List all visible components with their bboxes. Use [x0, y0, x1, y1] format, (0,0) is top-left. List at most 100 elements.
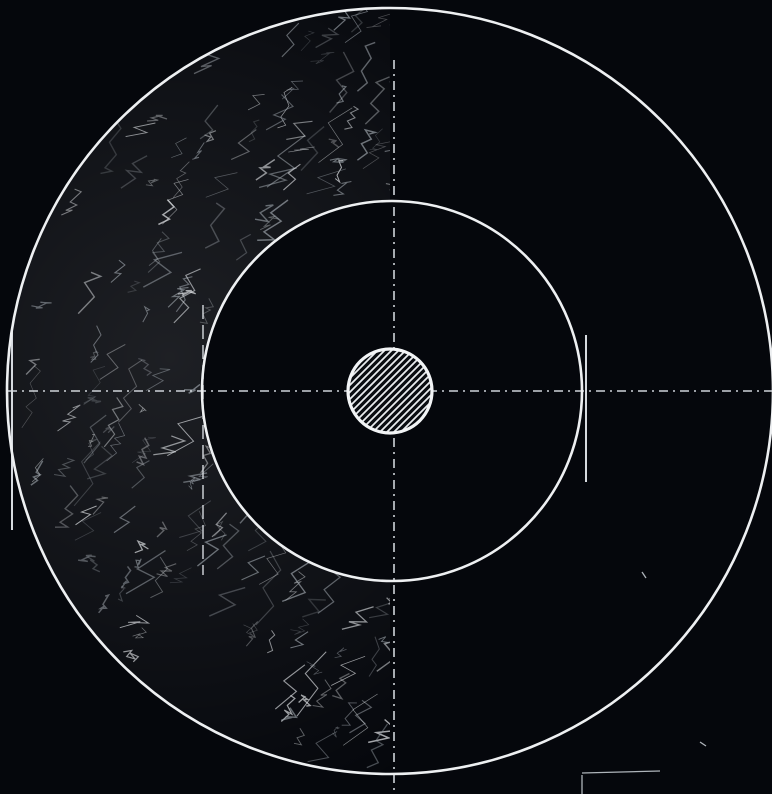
scribble-stroke [254, 204, 274, 223]
scribble-stroke [274, 664, 306, 710]
scribble-stroke [318, 107, 353, 163]
scribble-stroke [293, 728, 306, 746]
scribble-stroke [83, 414, 107, 464]
scribble-stroke [57, 404, 81, 432]
scribble-stroke [255, 158, 276, 181]
scribble-stroke [344, 105, 360, 130]
scribble-stroke [192, 142, 205, 160]
scribble-stroke [87, 556, 101, 573]
scribble-stroke [171, 137, 187, 158]
scribble-stroke [90, 325, 102, 363]
scribble-stroke [235, 233, 251, 261]
scribble-stroke [356, 128, 378, 161]
scribble-stroke [193, 54, 221, 75]
scribble-stroke [188, 477, 196, 490]
scribble-stroke [153, 435, 187, 456]
scribble-stroke [147, 231, 170, 273]
hatch-line [368, 349, 432, 433]
hatch-line [348, 349, 404, 433]
scribble-stroke [110, 259, 126, 283]
scribble-stroke [167, 415, 205, 457]
outer-circle [5, 6, 772, 776]
scribble-stroke [247, 94, 265, 111]
scribble-stroke [241, 555, 266, 581]
hatch-line [348, 349, 397, 433]
scribble-stroke [290, 631, 309, 649]
scribble-stroke [310, 52, 335, 65]
scribble-stroke [312, 679, 332, 708]
scribble-stroke [331, 655, 366, 686]
scribble-stroke [369, 128, 383, 151]
scribble-stroke [103, 397, 124, 448]
scribble-stroke [184, 383, 201, 394]
scribble-stroke [281, 707, 298, 721]
scribble-stroke [54, 457, 76, 478]
scribble-stroke [125, 122, 156, 138]
scribble-stroke [328, 138, 340, 148]
scribble-stroke [245, 621, 259, 647]
scribble-stroke [117, 359, 143, 423]
scribble-stroke [281, 80, 304, 100]
scribble-stroke [138, 404, 147, 414]
scribble-stroke [356, 41, 376, 92]
scribble-stroke [283, 163, 301, 191]
scribble-stroke [298, 694, 312, 707]
scribble-stroke [169, 567, 192, 584]
scribble-stroke [230, 129, 257, 161]
scribble-stroke [173, 268, 201, 324]
scribble-stroke [302, 598, 326, 618]
scribble-stroke [132, 627, 147, 639]
scribble-stroke [267, 630, 276, 654]
scribble-stroke [307, 731, 338, 763]
scribble-stroke [167, 287, 189, 308]
scribble-stroke [31, 458, 44, 483]
scribble-stroke [177, 289, 196, 297]
scribble-stroke [92, 496, 109, 515]
scribble-stroke [332, 672, 350, 700]
scribble-stroke [315, 27, 340, 49]
scribble-stroke [205, 172, 238, 198]
scribble-stroke [83, 366, 106, 406]
scribble-stroke [343, 693, 378, 746]
scribble-stroke [341, 702, 357, 726]
scribble-stroke [99, 343, 126, 380]
scribble-stroke [350, 8, 371, 33]
scribble-stroke [306, 168, 347, 195]
scribble-stroke [368, 600, 390, 619]
scribble-stroke [196, 534, 227, 567]
scribble-stroke [362, 141, 390, 169]
scribble-stroke [179, 500, 212, 538]
scribble-stroke [74, 512, 102, 541]
center-disc [346, 347, 434, 435]
scribble-stroke [285, 571, 306, 601]
scribble-stroke [364, 76, 390, 125]
scribble-stroke [376, 638, 390, 672]
scribble-stroke [288, 146, 315, 153]
scribble-stroke [25, 358, 40, 375]
inner-circle [200, 199, 584, 583]
scribble-stroke [123, 649, 140, 663]
scribble-stroke [216, 523, 240, 570]
scribble-stroke [265, 94, 294, 131]
scribble-stroke [329, 157, 348, 164]
scribble-stroke [333, 180, 352, 196]
scribble-stroke [332, 726, 340, 738]
scribble-stroke [131, 460, 150, 489]
scribble-stroke [341, 606, 374, 630]
scribble-stroke [277, 86, 293, 129]
scribble-stroke [150, 556, 169, 599]
scribble-stroke [127, 280, 141, 293]
scribble-stroke [204, 202, 226, 249]
scribble-stroke [120, 565, 132, 589]
scribble-stroke [156, 563, 177, 578]
scribble-stroke [145, 368, 171, 392]
scribble-stroke [78, 554, 96, 563]
scribble-stroke [125, 550, 166, 595]
hatch-line [375, 349, 432, 433]
scribble-stroke [120, 155, 148, 189]
scribble-stroke [21, 365, 41, 428]
scribble-stroke [61, 188, 83, 216]
hatch-line [348, 349, 383, 433]
scribble-stroke [344, 8, 369, 44]
